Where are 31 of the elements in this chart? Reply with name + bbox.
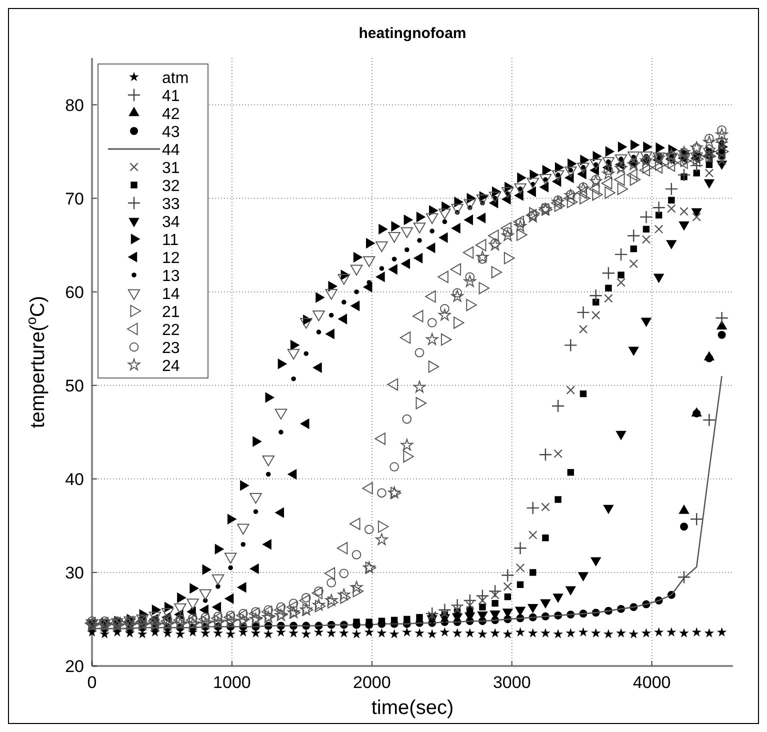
legend-label: 11 (162, 232, 179, 249)
legend-label: atm (162, 70, 189, 87)
legend-label: 22 (162, 322, 180, 339)
x-tick-label: 1000 (213, 673, 251, 692)
legend-label: 21 (162, 304, 180, 321)
x-tick-label: 2000 (353, 673, 391, 692)
legend-label: 24 (162, 358, 180, 375)
chart-title: heatingnofoam (358, 25, 466, 42)
y-tick-label: 80 (65, 96, 84, 115)
legend-label: 44 (162, 142, 180, 159)
y-tick-label: 30 (65, 563, 84, 582)
y-tick-label: 20 (65, 657, 84, 676)
x-tick-label: 3000 (492, 673, 531, 692)
legend-label: 43 (162, 124, 180, 141)
legend-label: 34 (162, 214, 180, 231)
y-tick-label: 60 (65, 282, 84, 302)
y-tick-label: 40 (65, 470, 84, 489)
x-tick-label: 4000 (632, 673, 671, 692)
legend-label: 33 (162, 196, 180, 213)
legend-label: 42 (162, 106, 180, 123)
legend-label: 31 (162, 160, 180, 177)
legend-label: 23 (162, 340, 180, 357)
legend-label: 12 (162, 250, 180, 267)
x-tick-label: 0 (87, 673, 97, 692)
y-tick-label: 50 (65, 376, 84, 396)
legend-label: 32 (162, 178, 180, 195)
y-tick-label: 70 (65, 189, 84, 208)
legend-label: 41 (162, 88, 180, 105)
legend-label: 13 (162, 268, 180, 285)
legend-label: 14 (162, 286, 180, 303)
x-axis-title: time(sec) (371, 697, 454, 719)
